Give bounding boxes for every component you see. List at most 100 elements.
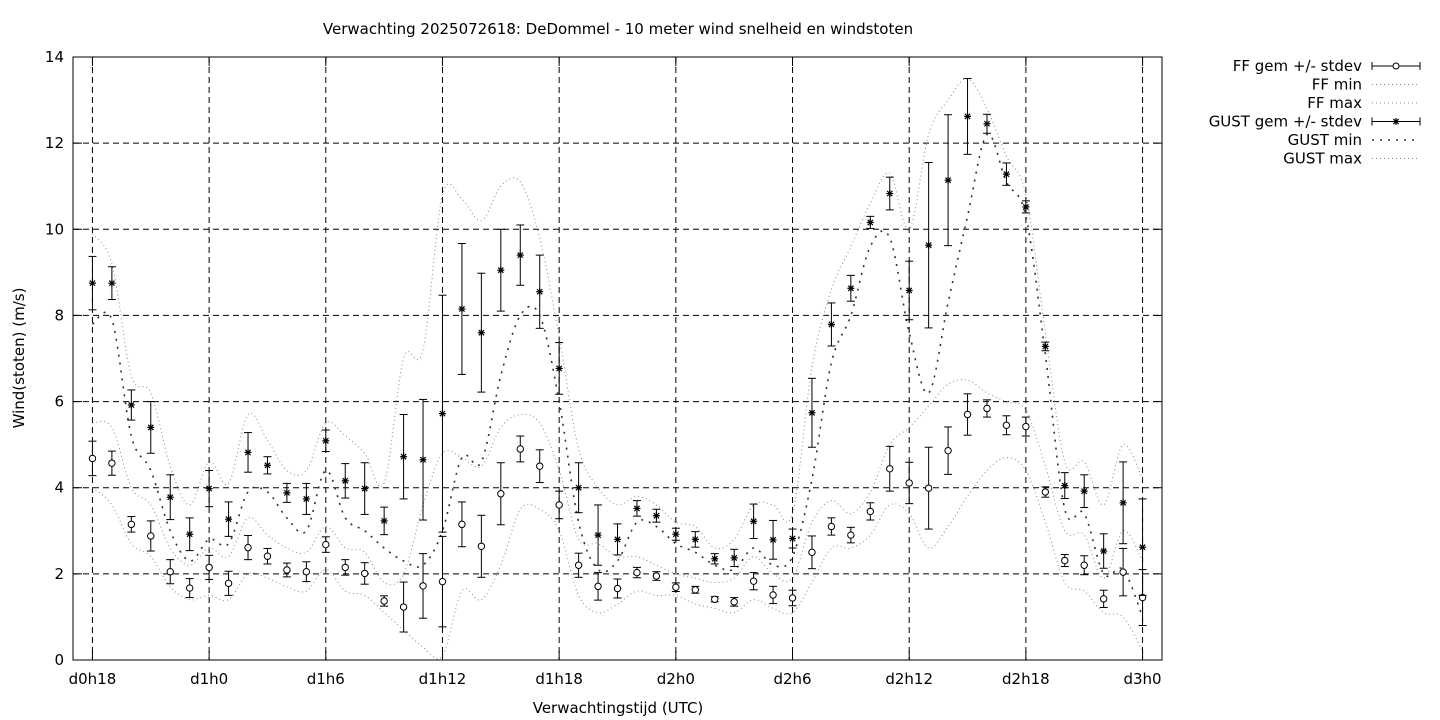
- data-point: [88, 454, 97, 463]
- data-point: [1139, 544, 1146, 551]
- data-point: [206, 485, 213, 492]
- data-point: [1061, 556, 1069, 565]
- y-tick-label: 14: [45, 48, 64, 66]
- data-point: [108, 280, 115, 287]
- data-point: [730, 598, 738, 606]
- data-point: [89, 280, 96, 287]
- data-point: [244, 449, 252, 456]
- legend-marker: [1392, 62, 1400, 70]
- data-point: [808, 409, 816, 416]
- data-point: [322, 540, 330, 549]
- legend-label: FF gem +/- stdev: [1233, 57, 1362, 75]
- data-point: [556, 365, 563, 372]
- data-point: [342, 477, 349, 484]
- data-point: [711, 555, 718, 562]
- data-point: [789, 535, 796, 542]
- data-point: [808, 548, 816, 557]
- data-point: [128, 401, 135, 409]
- data-point: [770, 536, 777, 543]
- data-point: [945, 177, 952, 184]
- data-point: [731, 554, 738, 561]
- data-series: [88, 77, 1147, 660]
- data-point: [652, 572, 661, 580]
- legend-label: GUST max: [1283, 150, 1362, 168]
- y-tick-label: 0: [54, 651, 64, 669]
- data-point: [983, 404, 991, 413]
- data-point: [477, 542, 486, 550]
- data-point: [458, 305, 465, 313]
- series-gust-gem-stdev: [88, 78, 1147, 596]
- data-point: [108, 459, 116, 467]
- series-line-gust-min: [91, 133, 1144, 618]
- y-tick-label: 12: [45, 134, 64, 152]
- data-point: [1003, 171, 1010, 178]
- data-point: [672, 531, 679, 538]
- data-point: [847, 531, 855, 539]
- data-point: [224, 579, 233, 588]
- data-point: [1081, 488, 1088, 495]
- data-point: [381, 517, 388, 524]
- data-point: [399, 603, 408, 611]
- data-point: [302, 568, 311, 576]
- data-point: [964, 113, 971, 120]
- data-point: [1041, 488, 1050, 496]
- data-point: [924, 484, 933, 492]
- data-point: [536, 462, 544, 470]
- data-point: [613, 584, 622, 593]
- data-point: [692, 536, 699, 543]
- y-tick-label: 2: [54, 565, 64, 583]
- data-point: [574, 561, 583, 569]
- data-point: [478, 329, 485, 336]
- data-point: [925, 242, 932, 249]
- data-point: [303, 495, 310, 502]
- data-point: [186, 531, 193, 538]
- data-point: [1099, 595, 1108, 603]
- data-point: [1002, 421, 1011, 429]
- data-point: [633, 568, 641, 577]
- data-point: [419, 582, 427, 590]
- data-point: [653, 512, 660, 519]
- x-tick-label: d0h18: [69, 670, 117, 688]
- data-point: [185, 584, 194, 592]
- data-point: [983, 120, 991, 127]
- data-point: [264, 462, 271, 469]
- data-point: [886, 190, 893, 197]
- chart-title: Verwachting 2025072618: DeDommel - 10 me…: [323, 20, 913, 38]
- data-point: [341, 563, 349, 572]
- data-point: [147, 532, 155, 540]
- x-tick-label: d2h18: [1002, 670, 1050, 688]
- data-point: [555, 501, 563, 509]
- data-point: [827, 522, 836, 531]
- x-tick-label: d2h12: [885, 670, 933, 688]
- x-tick-label: d1h12: [419, 670, 467, 688]
- data-point: [283, 566, 291, 574]
- x-tick-label: d1h0: [190, 670, 228, 688]
- data-point: [963, 410, 972, 419]
- data-point: [1100, 547, 1107, 555]
- y-tick-label: 10: [45, 220, 64, 238]
- data-point: [497, 490, 505, 498]
- y-axis-label: Wind(stoten) (m/s): [10, 288, 28, 429]
- legend-label: GUST gem +/- stdev: [1209, 113, 1362, 131]
- series-ff-gem-stdev: [88, 393, 1147, 633]
- y-tick-label: 6: [54, 393, 64, 411]
- data-point: [400, 453, 407, 460]
- data-point: [906, 287, 913, 294]
- data-point: [205, 563, 213, 572]
- x-tick-label: d1h6: [307, 670, 345, 688]
- data-point: [847, 285, 854, 292]
- data-point: [769, 591, 777, 599]
- y-tick-label: 4: [54, 479, 64, 497]
- data-point: [322, 437, 329, 444]
- x-tick-label: d2h6: [773, 670, 811, 688]
- data-point: [263, 552, 272, 560]
- grid-lines: [73, 57, 1162, 660]
- data-point: [575, 484, 582, 491]
- data-point: [1042, 343, 1049, 350]
- x-tick-label: d2h0: [657, 670, 695, 688]
- data-point: [595, 532, 602, 539]
- data-point: [1120, 499, 1127, 506]
- data-point: [283, 489, 290, 496]
- data-point: [750, 518, 757, 525]
